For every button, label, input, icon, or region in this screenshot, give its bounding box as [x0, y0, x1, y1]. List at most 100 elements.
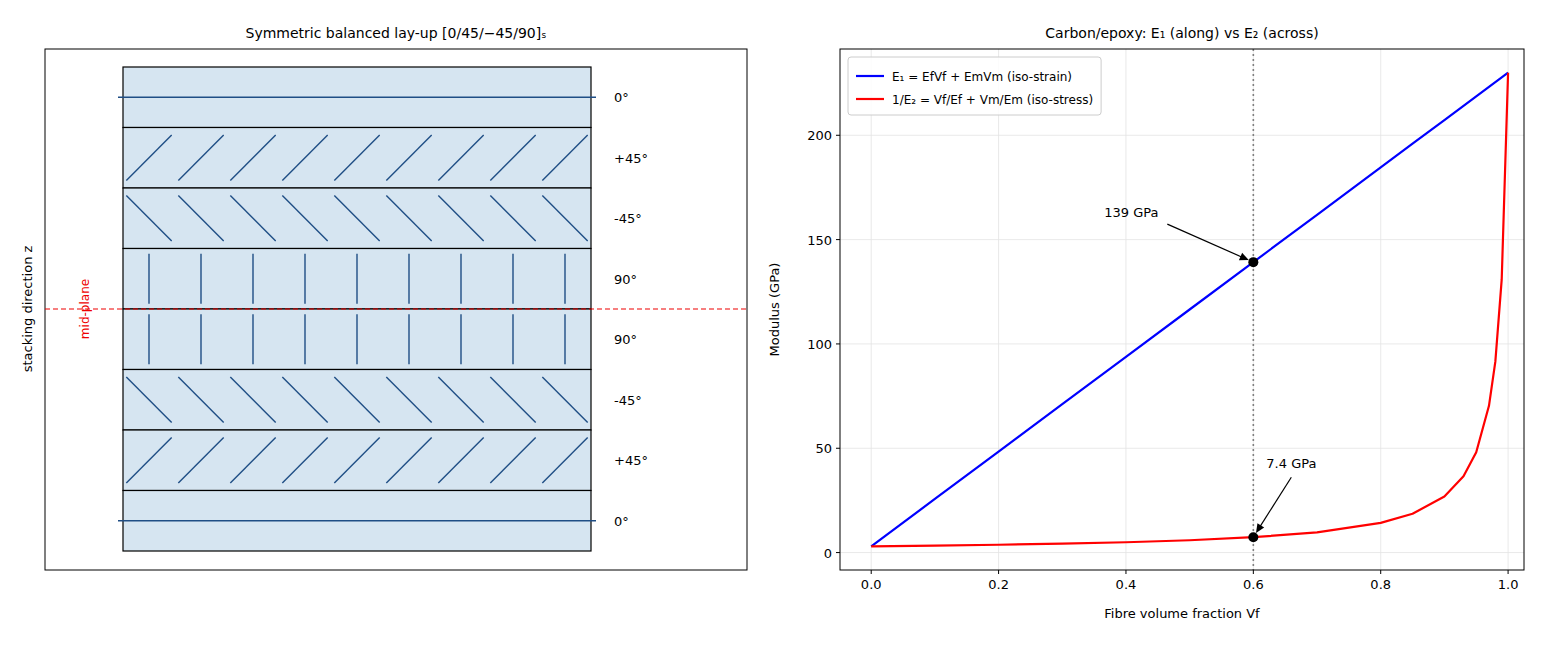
grid-line	[840, 448, 1524, 449]
ply-fibre	[490, 438, 535, 483]
legend-box	[848, 57, 1101, 115]
series-line	[871, 73, 1508, 547]
ply	[123, 188, 591, 249]
tick-label: 0.4	[1116, 577, 1137, 592]
ply-fibre	[334, 196, 379, 241]
tick-mark	[1508, 570, 1509, 574]
series-line	[871, 73, 1508, 547]
ply-fibre	[438, 135, 483, 180]
ply-fibre	[490, 135, 535, 180]
ply-fibre	[564, 254, 565, 304]
ply-fibre	[438, 196, 483, 241]
diagram-title: Symmetric balanced lay-up [0/45/−45/90]ₛ	[246, 25, 547, 41]
annotation-point	[1248, 532, 1258, 542]
ply	[123, 370, 591, 431]
ply-fibre	[230, 438, 275, 483]
axis-label: stacking direction z	[20, 245, 35, 372]
ply	[123, 249, 591, 310]
tick-label: 0.2	[988, 577, 1009, 592]
legend-label: 1/E₂ = Vf/Ef + Vm/Em (iso-stress)	[892, 93, 1093, 107]
grid-line	[1380, 49, 1381, 570]
tick-mark	[836, 343, 840, 344]
tick-mark	[836, 448, 840, 449]
annotation-arrow	[1259, 477, 1291, 528]
tick-label: 200	[807, 128, 832, 143]
ply-fibre	[230, 135, 275, 180]
grid-line	[840, 343, 1524, 344]
legend-label: E₁ = EfVf + EmVm (iso-strain)	[892, 70, 1072, 84]
ply-fibre	[438, 438, 483, 483]
ply-label: 0°	[614, 90, 629, 105]
tick-label: 0.6	[1243, 577, 1264, 592]
grid-line	[1253, 49, 1254, 570]
tick-mark	[1125, 570, 1126, 574]
grid-line	[998, 49, 999, 570]
ply-fibre	[564, 314, 565, 364]
ply-label: -45°	[614, 393, 642, 408]
annotation-arrowhead	[1256, 523, 1264, 533]
ply-label: 90°	[614, 332, 637, 347]
ply-fibre	[178, 377, 223, 422]
grid-line	[1508, 49, 1509, 570]
ply-fibre	[126, 438, 171, 483]
tick-mark	[836, 239, 840, 240]
ply-label: -45°	[614, 211, 642, 226]
ply-fibre	[334, 135, 379, 180]
tick-label: 0.8	[1370, 577, 1391, 592]
grid-line	[840, 135, 1524, 136]
ply-fibre	[252, 254, 253, 304]
annotation-arrowhead	[1239, 253, 1249, 260]
ply	[123, 309, 591, 370]
ply-fibre	[200, 314, 201, 364]
grid-line	[1125, 49, 1126, 570]
tick-mark	[1253, 570, 1254, 574]
tick-label: 0.0	[861, 577, 882, 592]
x-axis-title: Fibre volume fraction Vf	[1104, 606, 1260, 621]
ply-fibre	[148, 254, 149, 304]
ply-fibre	[230, 377, 275, 422]
ply-fibre	[408, 314, 409, 364]
figure: Symmetric balanced lay-up [0/45/−45/90]ₛ…	[0, 0, 1560, 650]
grid-line	[871, 49, 872, 570]
ply-label: +45°	[614, 453, 648, 468]
plot-marks	[871, 49, 1508, 570]
ply-fibre	[126, 135, 171, 180]
ply-fibre	[178, 438, 223, 483]
ply-fibre	[460, 314, 461, 364]
ply	[123, 128, 591, 189]
ply-fibre	[334, 438, 379, 483]
ply-label: 90°	[614, 272, 637, 287]
ply-fibre	[118, 97, 596, 98]
plot-frame	[840, 49, 1524, 570]
ply-fibre	[408, 254, 409, 304]
ply-fibre	[200, 254, 201, 304]
ply-fibre	[386, 196, 431, 241]
tick-mark	[836, 135, 840, 136]
annotation-label: 7.4 GPa	[1266, 456, 1316, 471]
ply-fibre	[178, 135, 223, 180]
tick-label: 100	[807, 337, 832, 352]
tick-label: 50	[815, 441, 832, 456]
legend-swatch	[856, 98, 884, 100]
ply-fibre	[542, 196, 587, 241]
mid-plane-label: mid-plane	[78, 279, 92, 339]
ply-fibre	[126, 196, 171, 241]
ply-fibre	[178, 196, 223, 241]
plot-area	[840, 49, 1524, 570]
ply-fibre	[304, 314, 305, 364]
ply-fibre	[282, 196, 327, 241]
mid-plane-line	[45, 308, 747, 309]
tick-mark	[871, 570, 872, 574]
ply-label: 0°	[614, 514, 629, 529]
ply-fibre	[356, 314, 357, 364]
tick-label: 1.0	[1498, 577, 1519, 592]
ply-fibre	[460, 254, 461, 304]
ply-fibre	[438, 377, 483, 422]
ply-fibre	[386, 135, 431, 180]
tick-label: 150	[807, 233, 832, 248]
annotation-label: 139 GPa	[1104, 205, 1158, 220]
ply-label: +45°	[614, 151, 648, 166]
tick-mark	[998, 570, 999, 574]
ply-fibre	[490, 377, 535, 422]
legend: E₁ = EfVf + EmVm (iso-strain) 1/E₂ = Vf/E…	[848, 57, 1101, 115]
